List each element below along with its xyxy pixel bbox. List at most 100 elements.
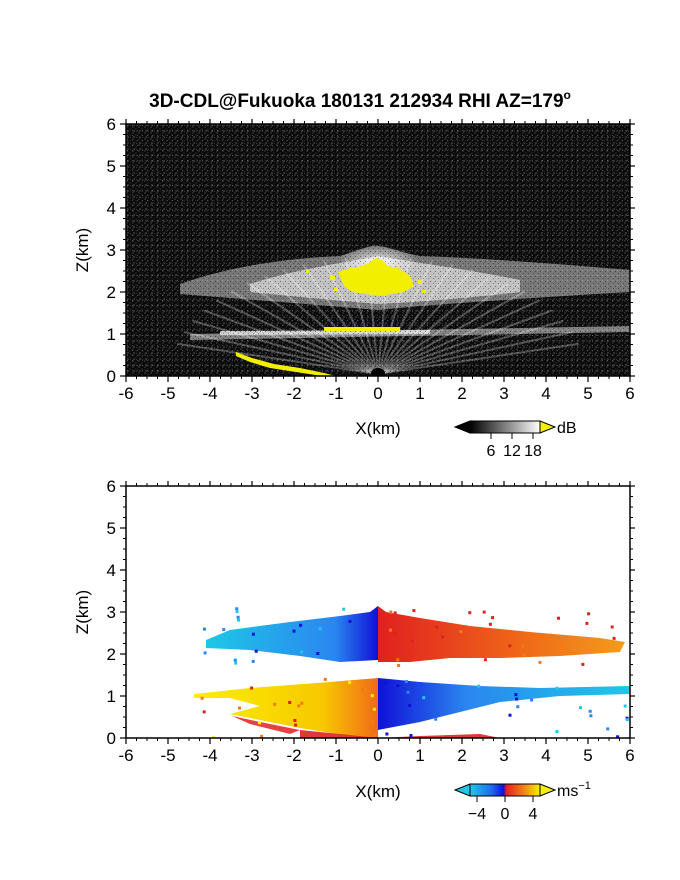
speckle-pixel bbox=[236, 615, 240, 619]
speckle-pixel bbox=[222, 628, 226, 632]
speckle-pixel bbox=[459, 630, 463, 634]
colorbar-tick-label: 18 bbox=[524, 443, 542, 460]
upper-layer-approaching bbox=[206, 606, 378, 662]
speckle-pixel bbox=[625, 718, 629, 722]
y-tick-label: 3 bbox=[107, 603, 116, 622]
x-tick-label: 4 bbox=[541, 746, 550, 765]
colorbar-max-arrow bbox=[539, 420, 557, 434]
speckle-pixel bbox=[616, 735, 620, 738]
speckle-pixel bbox=[235, 610, 239, 614]
speckle-pixel bbox=[623, 704, 627, 708]
colorbar-tick-label: −4 bbox=[468, 806, 486, 823]
x-tick-label: 4 bbox=[541, 384, 550, 403]
speckle-pixel bbox=[468, 611, 472, 615]
speckle-pixel bbox=[538, 660, 542, 664]
y-tick-label: 6 bbox=[107, 477, 116, 496]
speckle-pixel bbox=[579, 706, 582, 710]
speckle-pixel bbox=[555, 686, 559, 690]
speckle-pixel bbox=[515, 697, 519, 701]
x-tick-label: -1 bbox=[328, 384, 343, 403]
speckle-pixel bbox=[396, 684, 400, 687]
velocity-panel: -6 -5 -4 -3 -2 -1 0 1 2 3 4 5 6 0 1 2 3 4 5 6 Z(km) X(km) m… bbox=[73, 477, 635, 823]
velocity-ylabel: Z(km) bbox=[73, 590, 92, 634]
speckle-pixel bbox=[422, 696, 426, 700]
x-tick-label: -6 bbox=[118, 746, 133, 765]
y-tick-label: 5 bbox=[107, 157, 116, 176]
x-tick-label: 1 bbox=[415, 384, 424, 403]
speckle-pixel bbox=[406, 690, 410, 694]
speckle-pixel bbox=[212, 736, 215, 738]
speckle-pixel bbox=[557, 616, 560, 620]
speckle-pixel bbox=[612, 636, 616, 640]
speckle-pixel bbox=[237, 618, 240, 622]
speckle-pixel bbox=[408, 704, 412, 708]
x-tick-label: 3 bbox=[499, 746, 508, 765]
saturated-core bbox=[306, 258, 426, 331]
speckle-pixel bbox=[482, 610, 486, 614]
speckle-pixel bbox=[435, 625, 439, 629]
speckle-pixel bbox=[393, 632, 397, 636]
speckle-pixel bbox=[410, 639, 414, 643]
y-tick-label: 3 bbox=[107, 241, 116, 260]
reflectivity-heatmap bbox=[126, 124, 630, 376]
speckle-pixel bbox=[316, 652, 320, 655]
x-tick-label: -4 bbox=[202, 746, 217, 765]
speckle-pixel bbox=[441, 635, 444, 639]
speckle-pixel bbox=[318, 627, 322, 631]
speckle-pixel bbox=[251, 659, 255, 663]
x-tick-label: 5 bbox=[583, 746, 592, 765]
x-tick-label: 0 bbox=[373, 746, 382, 765]
x-tick-label: -4 bbox=[202, 384, 217, 403]
speckle-pixel bbox=[254, 649, 258, 653]
speckle-pixel bbox=[385, 732, 389, 736]
velocity-axes: -6 -5 -4 -3 -2 -1 0 1 2 3 4 5 6 0 1 2 3 4 5 6 bbox=[107, 477, 635, 765]
speckle-pixel bbox=[234, 661, 238, 665]
x-tick-label: -3 bbox=[244, 746, 259, 765]
speckle-pixel bbox=[297, 704, 301, 708]
reflectivity-colorbar: dB 6 12 18 bbox=[453, 420, 577, 460]
speckle-pixel bbox=[203, 627, 206, 631]
speckle-pixel bbox=[233, 658, 237, 662]
speckle-pixel bbox=[477, 684, 481, 688]
speckle-pixel bbox=[202, 710, 206, 714]
speckle-pixel bbox=[203, 651, 207, 655]
upper-layer-receding bbox=[378, 606, 625, 662]
velocity-speckles bbox=[200, 607, 629, 738]
chart-title: 3D-CDL@Fukuoka 180131 212934 RHI AZ=179o bbox=[149, 88, 571, 112]
speckle-pixel bbox=[508, 713, 512, 717]
speckle-pixel bbox=[238, 706, 241, 710]
speckle-pixel bbox=[258, 721, 261, 725]
speckle-pixel bbox=[491, 616, 495, 620]
speckle-pixel bbox=[514, 693, 518, 697]
x-tick-label: 0 bbox=[373, 384, 382, 403]
speckle-pixel bbox=[389, 610, 393, 614]
speckle-pixel bbox=[409, 734, 413, 737]
x-tick-label: 6 bbox=[625, 384, 634, 403]
speckle-pixel bbox=[434, 717, 438, 721]
x-tick-label: -5 bbox=[160, 384, 175, 403]
x-tick-label: 2 bbox=[457, 384, 466, 403]
speckle-pixel bbox=[299, 623, 302, 627]
speckle-pixel bbox=[521, 644, 525, 648]
y-tick-label: 4 bbox=[107, 199, 116, 218]
colorbar-max-arrow bbox=[539, 783, 557, 797]
x-tick-label: -5 bbox=[160, 746, 175, 765]
lower-layer-receding bbox=[194, 678, 378, 738]
y-tick-label: 6 bbox=[107, 115, 116, 134]
speckle-pixel bbox=[373, 733, 377, 737]
y-tick-label: 0 bbox=[107, 367, 116, 386]
near-ground-echo bbox=[300, 730, 500, 738]
lower-layer-approaching bbox=[378, 678, 630, 730]
left-low-echo bbox=[232, 716, 300, 734]
speckle-pixel bbox=[530, 698, 533, 702]
reflectivity-colorbar-ticks: 6 12 18 bbox=[487, 433, 542, 460]
speckle-pixel bbox=[251, 632, 255, 636]
speckle-pixel bbox=[292, 629, 296, 633]
colorbar-min-arrow bbox=[453, 783, 471, 797]
velocity-colorbar-unit: ms−1 bbox=[557, 780, 591, 800]
speckle-pixel bbox=[384, 681, 388, 685]
speckle-pixel bbox=[516, 705, 520, 709]
speckle-pixel bbox=[610, 625, 614, 629]
reflectivity-colorbar-unit: dB bbox=[557, 420, 577, 437]
y-tick-label: 2 bbox=[107, 645, 116, 664]
